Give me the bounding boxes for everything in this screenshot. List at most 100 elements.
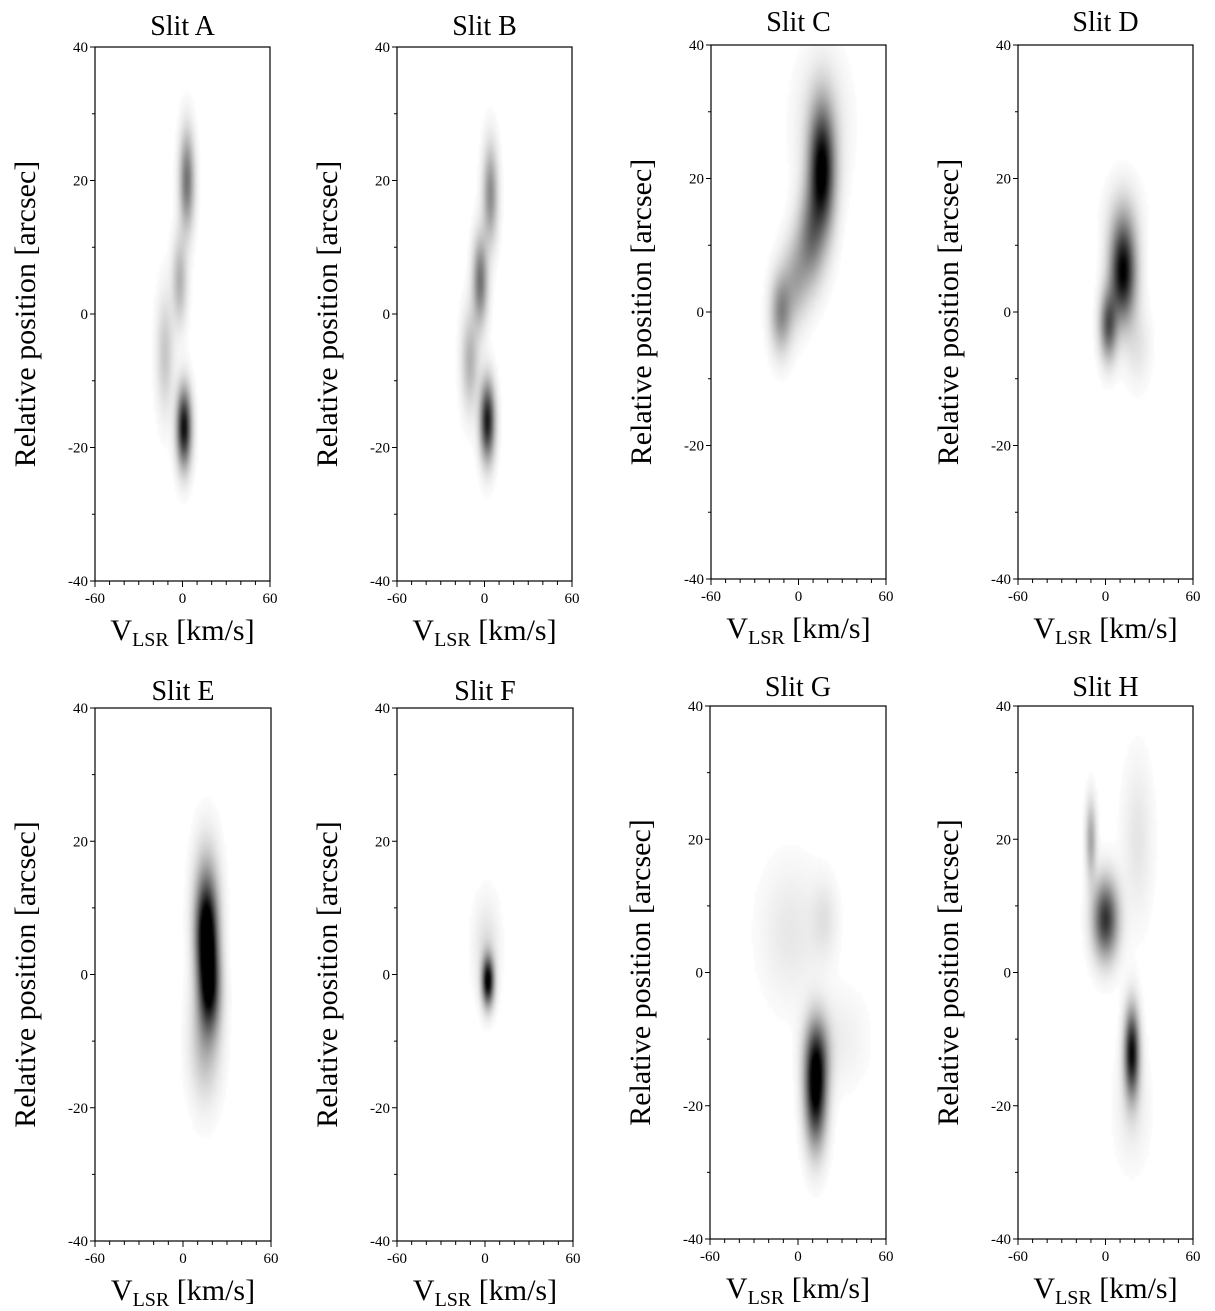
y-tick-label: -20 [991, 1099, 1011, 1115]
panel-h: Slit H -40 -20 0 20 40 -60 0 60 VLSR [km/s] Relati… [932, 672, 1201, 1309]
x-tick-label: -60 [700, 1249, 720, 1265]
panel-title: Slit H [1072, 672, 1138, 703]
y-tick-label: 0 [81, 307, 89, 323]
x-tick-label: 60 [264, 1251, 279, 1267]
x-axis-label-sub: LSR [748, 1287, 785, 1309]
y-tick-label: -20 [991, 439, 1011, 455]
y-axis-label: Relative position [arcsec] [932, 819, 965, 1126]
y-tick-label: 20 [688, 832, 703, 848]
panel-e: Slit E -40 -20 0 20 40 -60 0 60 VLSR [km/s] Relati… [9, 676, 279, 1311]
x-tick-label: 0 [795, 589, 803, 605]
y-tick-label: 0 [696, 966, 704, 982]
y-tick-label: 40 [996, 699, 1011, 715]
y-tick-label: -20 [684, 439, 704, 455]
x-tick-label: 60 [565, 591, 580, 607]
panel-f: Slit F -40 -20 0 20 40 -60 0 60 VLSR [km/s] Relati… [311, 676, 581, 1311]
y-tick-label: 20 [73, 174, 88, 190]
y-axis-label: Relative position [arcsec] [624, 819, 657, 1126]
y-tick-label: 20 [996, 832, 1011, 848]
heatmap-image [397, 47, 572, 581]
y-tick-label: 40 [375, 701, 390, 717]
y-tick-label: 40 [996, 38, 1011, 54]
panel-title: Slit C [766, 7, 831, 38]
x-axis-label-unit: [km/s] [471, 614, 557, 647]
x-tick-label: -60 [85, 1251, 105, 1267]
y-tick-label: 20 [73, 834, 88, 850]
panel-title: Slit B [452, 11, 517, 42]
x-tick-label: 60 [1186, 589, 1201, 605]
panel-a: Slit A -40 -20 0 20 40 -60 0 60 VLSR [km/s] Relati… [9, 11, 278, 651]
y-tick-label: -40 [991, 572, 1011, 588]
y-axis-label: Relative position [arcsec] [9, 821, 42, 1128]
y-tick-label: -40 [683, 1232, 703, 1248]
panel-title: Slit G [765, 672, 831, 703]
x-axis-label-sub: LSR [133, 1289, 170, 1311]
y-tick-label: -20 [68, 1101, 88, 1117]
x-tick-label: 0 [179, 1251, 187, 1267]
y-tick-label: 0 [697, 305, 705, 321]
heatmap-image [95, 708, 271, 1241]
x-axis-label-sub: LSR [1055, 1287, 1092, 1309]
x-tick-label: -60 [701, 589, 721, 605]
y-tick-label: 0 [1004, 966, 1012, 982]
heatmap-image [95, 47, 270, 581]
panel-title: Slit A [150, 11, 215, 42]
heatmap-image [711, 45, 886, 579]
x-axis-label: VLSR [km/s] [111, 1274, 255, 1311]
x-axis-label-sub: LSR [1055, 627, 1092, 649]
x-tick-label: 60 [566, 1251, 581, 1267]
y-axis-label: Relative position [arcsec] [311, 161, 344, 468]
x-axis-label-unit: [km/s] [1092, 612, 1178, 645]
x-axis-label-main: V [1033, 612, 1055, 645]
x-tick-label: 60 [879, 1249, 894, 1265]
panel-title: Slit E [151, 676, 214, 707]
heatmap-image [1018, 706, 1193, 1239]
x-axis-label-main: V [110, 614, 132, 647]
x-tick-label: 60 [263, 591, 278, 607]
heatmap-image [1018, 45, 1193, 579]
x-tick-label: 0 [1102, 1249, 1110, 1265]
x-axis-label-main: V [726, 612, 748, 645]
y-tick-label: 40 [688, 699, 703, 715]
panel-g: Slit G -40 -20 0 20 40 -60 0 60 VLSR [km/s] Relati… [624, 672, 894, 1309]
y-tick-label: 20 [689, 172, 704, 188]
y-tick-label: -40 [370, 574, 390, 590]
x-axis-label-unit: [km/s] [169, 614, 255, 647]
y-tick-label: 40 [689, 38, 704, 54]
y-tick-label: 20 [996, 172, 1011, 188]
y-tick-label: 0 [383, 968, 391, 984]
x-axis-label: VLSR [km/s] [726, 1272, 870, 1309]
x-axis-label-sub: LSR [132, 629, 169, 651]
y-tick-label: -20 [370, 1101, 390, 1117]
y-tick-label: 40 [73, 40, 88, 56]
x-tick-label: 0 [481, 591, 489, 607]
x-axis-label-unit: [km/s] [169, 1274, 255, 1307]
y-tick-label: -40 [68, 1234, 88, 1250]
x-axis-label-main: V [1033, 1272, 1055, 1305]
x-axis-label-main: V [413, 1274, 435, 1307]
x-axis-label: VLSR [km/s] [413, 1274, 557, 1311]
x-axis-label: VLSR [km/s] [412, 614, 556, 651]
y-tick-label: -20 [683, 1099, 703, 1115]
x-axis-label-sub: LSR [435, 1289, 472, 1311]
y-tick-label: 20 [375, 174, 390, 190]
x-axis-label-sub: LSR [434, 629, 471, 651]
y-tick-label: -40 [991, 1232, 1011, 1248]
heatmap-image [710, 706, 886, 1239]
x-axis-label-unit: [km/s] [471, 1274, 557, 1307]
y-tick-label: 40 [375, 40, 390, 56]
x-tick-label: -60 [1008, 1249, 1028, 1265]
y-tick-label: -20 [68, 441, 88, 457]
y-axis-label: Relative position [arcsec] [625, 159, 658, 466]
x-tick-label: -60 [85, 591, 105, 607]
x-axis-label-main: V [111, 1274, 133, 1307]
x-tick-label: 0 [1102, 589, 1110, 605]
heatmap-image [397, 708, 573, 1241]
y-tick-label: -20 [370, 441, 390, 457]
x-tick-label: 60 [1186, 1249, 1201, 1265]
x-tick-label: -60 [387, 591, 407, 607]
y-tick-label: 40 [73, 701, 88, 717]
panel-title: Slit D [1072, 7, 1138, 38]
panel-c: Slit C -40 -20 0 20 40 -60 0 60 VLSR [km/s] Relati… [625, 7, 894, 649]
